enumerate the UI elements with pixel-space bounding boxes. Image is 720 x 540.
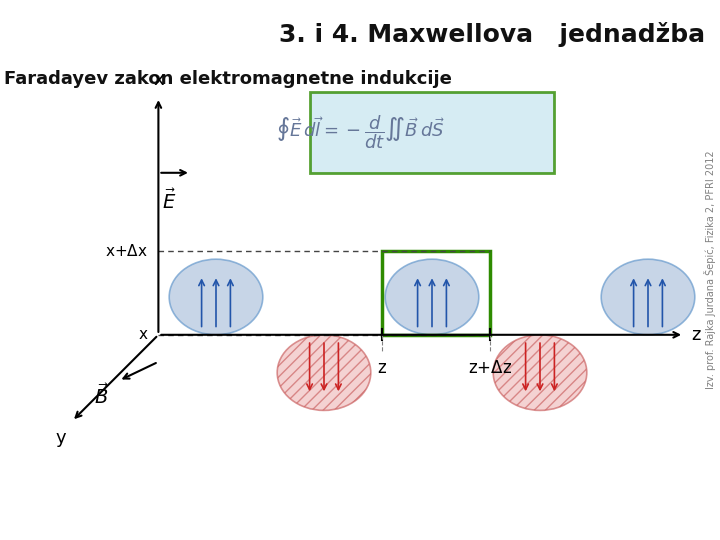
Text: x: x: [153, 71, 163, 89]
Ellipse shape: [493, 335, 587, 410]
Text: x+$\Delta$x: x+$\Delta$x: [105, 243, 148, 259]
Text: x: x: [139, 327, 148, 342]
Text: y: y: [56, 429, 66, 447]
Ellipse shape: [601, 259, 695, 335]
Text: z+$\Delta$z: z+$\Delta$z: [467, 359, 512, 377]
Ellipse shape: [169, 259, 263, 335]
Text: 3. i 4. Maxwellova   jednadžba: 3. i 4. Maxwellova jednadžba: [279, 22, 706, 46]
Ellipse shape: [385, 259, 479, 335]
Text: z: z: [691, 326, 701, 344]
Bar: [310, 92, 554, 173]
Text: Izv. prof. Rajka Jurdana Šepić, Fizika 2, PFRI 2012: Izv. prof. Rajka Jurdana Šepić, Fizika 2…: [704, 151, 716, 389]
Bar: [382, 251, 490, 335]
Text: z: z: [377, 359, 386, 377]
Text: $\vec{E}$: $\vec{E}$: [162, 189, 176, 213]
Text: $\vec{B}$: $\vec{B}$: [94, 383, 109, 408]
Text: Faradayev zakon elektromagnetne indukcije: Faradayev zakon elektromagnetne indukcij…: [4, 70, 451, 88]
Ellipse shape: [277, 335, 371, 410]
Text: $\oint \vec{E}\,d\vec{l} = -\dfrac{d}{dt}\iint \vec{B}\,d\vec{S}$: $\oint \vec{E}\,d\vec{l} = -\dfrac{d}{dt…: [276, 113, 444, 151]
